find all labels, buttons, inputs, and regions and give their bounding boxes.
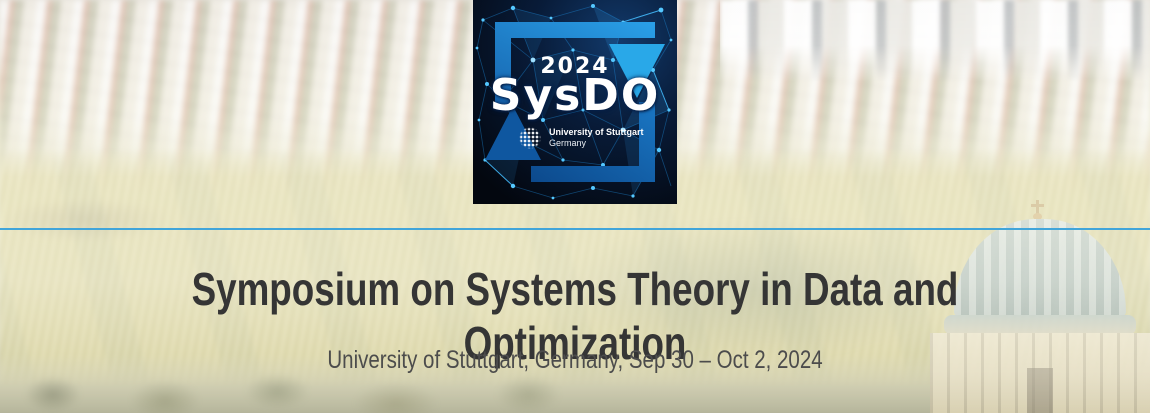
page-subtitle: University of Stuttgart, Germany, Sep 30… <box>327 346 823 374</box>
sysdo-logo[interactable]: 2024 SysDO University of Stuttgart Germa… <box>473 0 677 204</box>
cycle-arrows-icon <box>485 22 665 182</box>
logo-year: 2024 <box>540 54 610 79</box>
logo-acronym: SysDO <box>489 70 661 121</box>
university-country: Germany <box>549 138 587 149</box>
page-title: Symposium on Systems Theory in Data and … <box>191 263 959 369</box>
university-name: University of Stuttgart <box>549 127 644 137</box>
logo-artwork <box>473 0 677 204</box>
university-stuttgart-logo-icon <box>519 127 541 150</box>
accent-divider-line <box>0 228 1150 230</box>
university-text-block: University of Stuttgart Germany <box>549 127 644 150</box>
university-stuttgart-brand: University of Stuttgart Germany <box>519 127 644 150</box>
